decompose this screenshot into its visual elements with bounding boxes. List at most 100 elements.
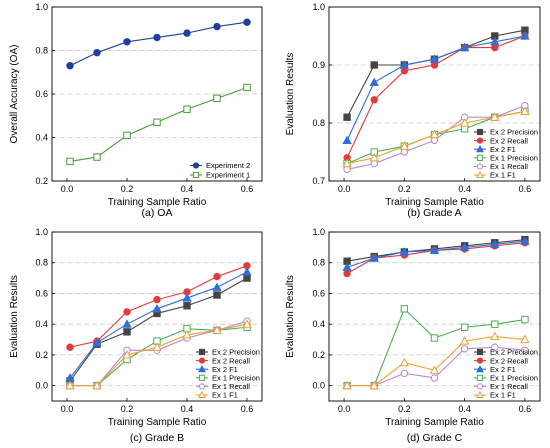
data-point bbox=[460, 323, 469, 331]
legend-marker bbox=[476, 374, 484, 381]
legend-entry: Ex 2 F1 bbox=[490, 365, 516, 374]
data-point bbox=[122, 319, 132, 328]
panel-caption: (d) Grade C bbox=[407, 432, 463, 444]
data-point bbox=[429, 54, 440, 63]
legend-marker bbox=[198, 365, 206, 373]
data-point bbox=[212, 282, 222, 291]
y-tick-label: 1.0 bbox=[312, 2, 325, 12]
data-point bbox=[521, 315, 529, 324]
data-point bbox=[213, 272, 221, 281]
data-point bbox=[213, 22, 221, 31]
legend-entry: Ex 2 F1 bbox=[490, 145, 516, 154]
y-tick-label: 1.0 bbox=[35, 227, 48, 237]
x-tick-label: 0.2 bbox=[398, 404, 411, 414]
legend-entry: Experiment 1 bbox=[206, 171, 250, 180]
data-point bbox=[243, 274, 251, 282]
data-point bbox=[429, 365, 440, 374]
legend-marker bbox=[192, 162, 200, 169]
data-point bbox=[66, 343, 74, 351]
data-point bbox=[183, 105, 191, 113]
plot-frame bbox=[51, 231, 263, 402]
x-tick-label: 0.6 bbox=[241, 184, 254, 194]
legend-entry: Ex 1 Recall bbox=[212, 382, 250, 391]
data-point bbox=[490, 112, 500, 121]
legend-marker bbox=[198, 383, 206, 390]
data-point bbox=[400, 305, 409, 313]
data-point bbox=[213, 291, 221, 299]
legend-marker bbox=[476, 348, 484, 356]
legend-marker bbox=[198, 357, 206, 364]
chart-panel-3: 0.0 0.2 0.4 0.6 0.8 1.0 0.0 0.2 0.4 0.6 Ex 2 Preci… bbox=[9, 227, 263, 444]
series-ex-1-f1 bbox=[65, 319, 252, 390]
x-tick-label: 0.4 bbox=[181, 184, 194, 194]
x-axis-label: Training Sample Ratio bbox=[385, 417, 484, 428]
plot-frame bbox=[328, 6, 541, 182]
legend-marker bbox=[198, 374, 206, 381]
y-tick-label: 0.2 bbox=[35, 176, 48, 186]
data-point bbox=[92, 337, 102, 347]
legend-marker bbox=[476, 390, 484, 398]
data-point bbox=[429, 245, 440, 255]
data-point bbox=[490, 239, 500, 248]
chart-panel-4: 0.0 0.2 0.4 0.6 0.8 1.0 0.0 0.2 0.4 0.6 Ex 2 Preci… bbox=[285, 227, 541, 444]
legend-entry: Ex 1 Precision bbox=[490, 154, 538, 163]
x-tick-label: 0.6 bbox=[519, 184, 532, 194]
series-ex-2-f1 bbox=[342, 31, 530, 144]
y-tick-label: 1.0 bbox=[35, 2, 48, 12]
data-point bbox=[369, 152, 379, 162]
series-ex-1-f1 bbox=[342, 331, 530, 390]
legend-entry: Ex 2 Precision bbox=[212, 348, 260, 357]
x-tick-label: 0.0 bbox=[338, 184, 351, 194]
x-axis-label: Training Sample Ratio bbox=[385, 197, 484, 208]
data-point bbox=[123, 38, 131, 46]
data-point bbox=[342, 262, 352, 271]
data-point bbox=[93, 153, 101, 161]
x-tick-label: 0.0 bbox=[61, 404, 74, 414]
series-line bbox=[69, 265, 248, 348]
data-point bbox=[182, 330, 192, 339]
data-point bbox=[342, 380, 352, 390]
x-tick-label: 0.4 bbox=[458, 404, 471, 414]
data-point bbox=[400, 369, 409, 378]
data-point bbox=[491, 343, 499, 351]
plot-frame bbox=[328, 231, 541, 402]
legend-marker bbox=[476, 383, 484, 390]
y-tick-label: 0.7 bbox=[312, 176, 325, 186]
data-point bbox=[459, 242, 470, 251]
data-point bbox=[152, 342, 162, 351]
y-tick-label: 0.2 bbox=[312, 350, 325, 360]
plot-frame bbox=[51, 6, 263, 182]
data-point bbox=[370, 96, 378, 104]
legend-entry: Ex 2 Recall bbox=[490, 356, 528, 365]
series-ex-2-recall bbox=[66, 262, 251, 351]
x-axis-label: Training Sample Ratio bbox=[108, 417, 207, 428]
legend-marker bbox=[476, 357, 484, 364]
legend-marker bbox=[476, 137, 484, 144]
data-point bbox=[343, 113, 351, 121]
y-tick-label: 1.0 bbox=[312, 227, 325, 237]
data-point bbox=[183, 302, 191, 310]
data-point bbox=[430, 334, 439, 342]
legend-marker bbox=[192, 171, 200, 179]
data-point bbox=[520, 31, 530, 40]
data-point bbox=[152, 303, 162, 313]
y-tick-label: 0.6 bbox=[312, 288, 325, 298]
legend-marker bbox=[476, 145, 484, 153]
y-tick-label: 0.8 bbox=[35, 258, 48, 268]
data-point bbox=[490, 331, 500, 341]
data-point bbox=[399, 60, 410, 69]
legend-entry: Ex 1 F1 bbox=[490, 171, 516, 180]
y-tick-label: 0.2 bbox=[35, 350, 48, 360]
data-point bbox=[399, 357, 410, 367]
data-point bbox=[65, 380, 75, 390]
series-experiment-1 bbox=[66, 83, 251, 166]
data-point bbox=[153, 118, 161, 126]
data-point bbox=[491, 320, 499, 328]
data-point bbox=[369, 380, 379, 390]
data-point bbox=[66, 157, 74, 166]
x-tick-label: 0.2 bbox=[121, 184, 134, 194]
x-axis-label: Training Sample Ratio bbox=[108, 197, 207, 208]
series-ex-2-f1 bbox=[342, 236, 530, 271]
